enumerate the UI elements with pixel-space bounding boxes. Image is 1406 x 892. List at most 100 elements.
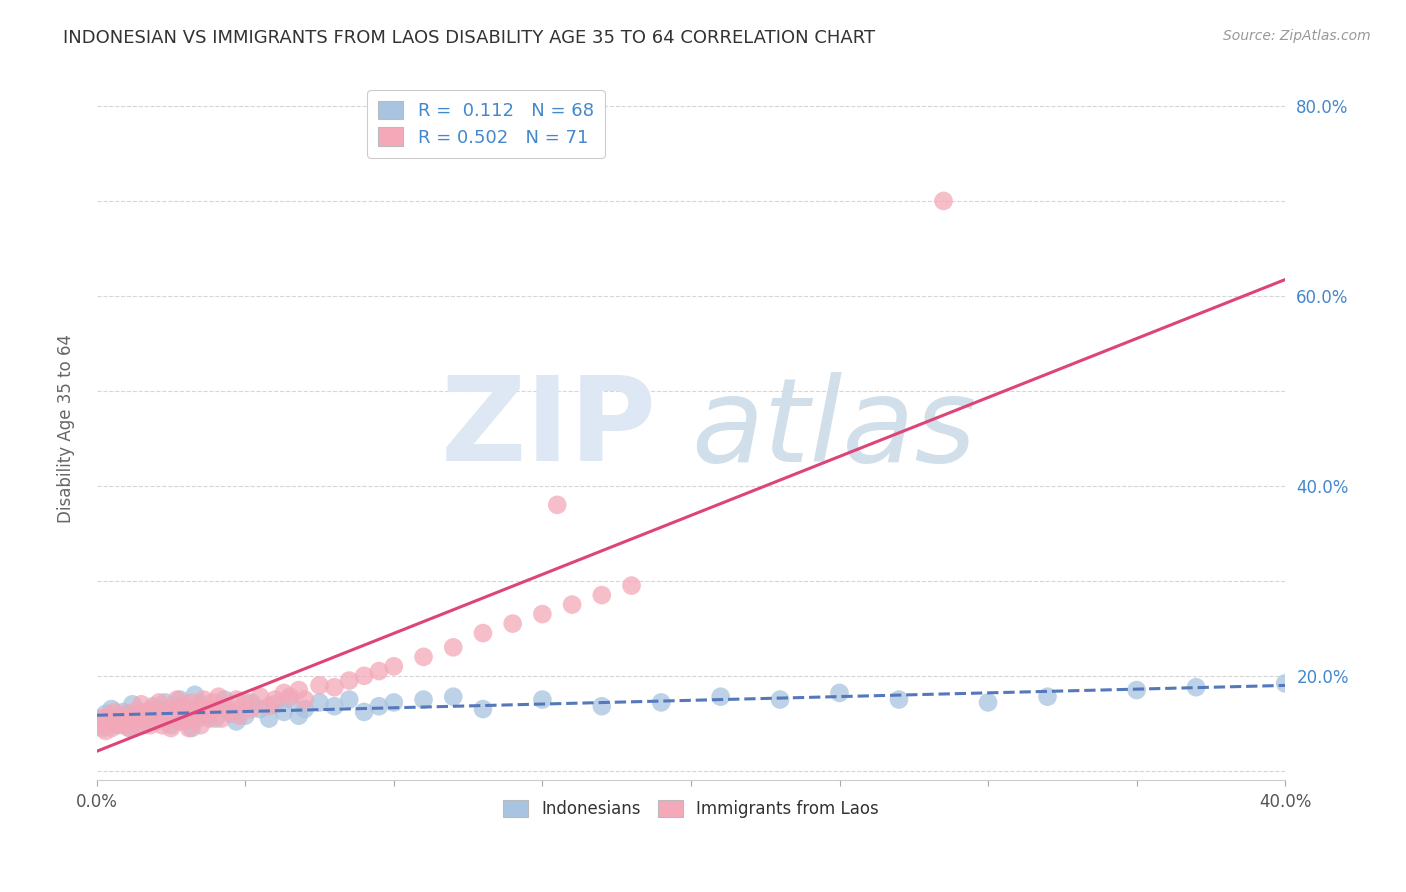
- Point: [139, 712, 162, 726]
- Point: [94, 706, 117, 721]
- Point: [240, 702, 263, 716]
- Point: [531, 607, 554, 621]
- Point: [163, 712, 186, 726]
- Point: [1036, 690, 1059, 704]
- Point: [100, 702, 122, 716]
- Point: [1274, 676, 1296, 690]
- Point: [257, 699, 280, 714]
- Point: [294, 702, 316, 716]
- Point: [112, 705, 135, 719]
- Point: [107, 718, 129, 732]
- Point: [148, 695, 170, 709]
- Point: [546, 498, 568, 512]
- Point: [193, 705, 215, 719]
- Point: [121, 712, 143, 726]
- Point: [308, 695, 330, 709]
- Point: [118, 721, 141, 735]
- Point: [382, 695, 405, 709]
- Point: [169, 692, 191, 706]
- Point: [412, 649, 434, 664]
- Point: [240, 695, 263, 709]
- Point: [441, 640, 464, 655]
- Point: [193, 692, 215, 706]
- Point: [190, 698, 212, 712]
- Point: [353, 705, 375, 719]
- Point: [177, 721, 200, 735]
- Point: [121, 698, 143, 712]
- Point: [100, 721, 122, 735]
- Point: [368, 664, 391, 678]
- Point: [211, 712, 233, 726]
- Point: [472, 702, 495, 716]
- Point: [134, 712, 156, 726]
- Point: [264, 692, 287, 706]
- Point: [174, 714, 197, 729]
- Point: [214, 699, 236, 714]
- Point: [368, 699, 391, 714]
- Point: [233, 695, 256, 709]
- Point: [273, 686, 295, 700]
- Point: [110, 712, 132, 726]
- Point: [142, 702, 165, 716]
- Point: [502, 616, 524, 631]
- Point: [89, 718, 111, 732]
- Point: [287, 683, 309, 698]
- Point: [228, 708, 250, 723]
- Point: [160, 721, 183, 735]
- Point: [1125, 683, 1147, 698]
- Point: [591, 699, 613, 714]
- Point: [110, 712, 132, 726]
- Point: [100, 716, 122, 731]
- Y-axis label: Disability Age 35 to 64: Disability Age 35 to 64: [58, 334, 75, 524]
- Point: [353, 669, 375, 683]
- Point: [308, 678, 330, 692]
- Text: ZIP: ZIP: [440, 371, 657, 486]
- Point: [103, 705, 125, 719]
- Point: [163, 705, 186, 719]
- Text: INDONESIAN VS IMMIGRANTS FROM LAOS DISABILITY AGE 35 TO 64 CORRELATION CHART: INDONESIAN VS IMMIGRANTS FROM LAOS DISAB…: [63, 29, 876, 46]
- Point: [204, 712, 226, 726]
- Point: [219, 706, 242, 721]
- Point: [180, 695, 202, 709]
- Point: [278, 692, 301, 706]
- Point: [136, 705, 159, 719]
- Point: [207, 690, 229, 704]
- Point: [118, 721, 141, 735]
- Point: [932, 194, 955, 208]
- Point: [153, 695, 176, 709]
- Point: [184, 688, 207, 702]
- Point: [225, 692, 247, 706]
- Point: [142, 699, 165, 714]
- Point: [172, 699, 194, 714]
- Point: [112, 718, 135, 732]
- Point: [177, 702, 200, 716]
- Point: [166, 699, 188, 714]
- Point: [198, 708, 221, 723]
- Point: [201, 695, 224, 709]
- Point: [225, 714, 247, 729]
- Point: [257, 712, 280, 726]
- Point: [287, 708, 309, 723]
- Point: [294, 692, 316, 706]
- Point: [195, 705, 218, 719]
- Point: [134, 718, 156, 732]
- Point: [561, 598, 583, 612]
- Point: [129, 705, 152, 719]
- Point: [157, 702, 180, 716]
- Point: [124, 712, 146, 726]
- Point: [129, 698, 152, 712]
- Point: [91, 712, 114, 726]
- Point: [1185, 680, 1208, 694]
- Point: [249, 702, 271, 716]
- Point: [145, 714, 167, 729]
- Point: [107, 716, 129, 731]
- Point: [115, 708, 138, 723]
- Point: [180, 721, 202, 735]
- Point: [97, 708, 120, 723]
- Point: [198, 712, 221, 726]
- Point: [769, 692, 792, 706]
- Point: [620, 578, 643, 592]
- Point: [278, 690, 301, 704]
- Point: [190, 718, 212, 732]
- Point: [323, 699, 346, 714]
